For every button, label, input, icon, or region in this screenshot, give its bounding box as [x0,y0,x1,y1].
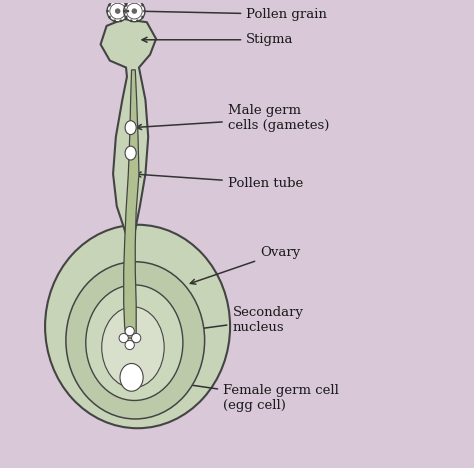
Circle shape [132,333,141,343]
Circle shape [119,0,122,3]
Circle shape [123,10,126,13]
Circle shape [125,327,134,336]
Circle shape [115,8,120,14]
Circle shape [141,16,144,18]
Ellipse shape [66,262,205,419]
Polygon shape [124,70,139,338]
Circle shape [113,0,116,3]
Circle shape [106,10,109,13]
Circle shape [119,19,122,22]
Text: Ovary: Ovary [191,246,301,284]
Ellipse shape [120,364,143,391]
Polygon shape [100,19,156,234]
Text: Male germ
cells (gametes): Male germ cells (gametes) [137,104,329,132]
Ellipse shape [86,285,183,401]
Circle shape [125,340,134,350]
Text: Stigma: Stigma [142,33,294,46]
Text: Pollen grain: Pollen grain [139,8,327,21]
Circle shape [108,16,111,18]
Circle shape [119,333,128,343]
Circle shape [108,4,111,7]
Circle shape [132,8,137,14]
Circle shape [113,19,116,22]
Circle shape [124,0,145,22]
Circle shape [107,0,128,22]
Ellipse shape [45,225,230,428]
Text: Pollen tube: Pollen tube [136,172,303,190]
Circle shape [143,10,146,13]
Circle shape [125,4,128,7]
Circle shape [130,19,133,22]
Ellipse shape [102,307,164,388]
Circle shape [136,0,139,3]
Circle shape [125,16,128,18]
Circle shape [141,4,144,7]
Circle shape [125,16,128,18]
Polygon shape [126,234,147,266]
Ellipse shape [125,146,136,160]
Ellipse shape [125,121,136,135]
Circle shape [127,10,129,13]
Circle shape [130,0,133,3]
Circle shape [136,19,139,22]
Text: Female germ cell
(egg cell): Female germ cell (egg cell) [136,375,339,412]
Text: Secondary
nucleus: Secondary nucleus [135,306,303,339]
Circle shape [125,4,128,7]
